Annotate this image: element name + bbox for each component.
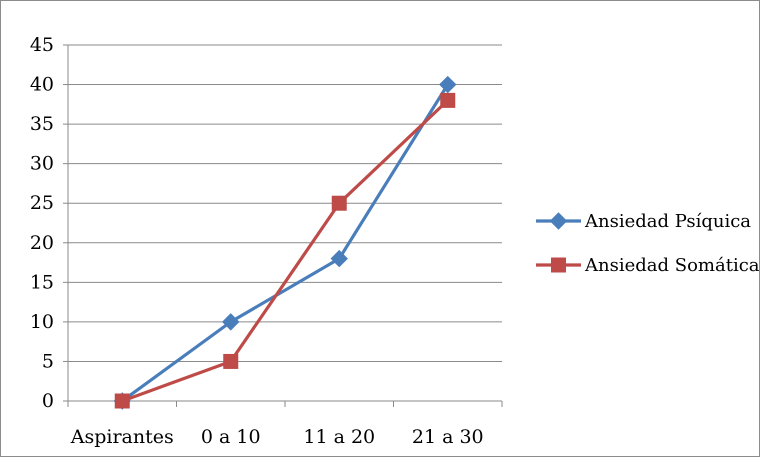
series-group <box>113 75 457 410</box>
y-tick-label: 35 <box>30 113 54 135</box>
axes <box>63 44 503 407</box>
y-tick-label: 25 <box>30 192 54 214</box>
grid-lines <box>68 44 502 362</box>
series-2 <box>114 92 456 409</box>
legend: Ansiedad Psíquica Ansiedad Somática <box>536 211 760 276</box>
x-tick-label: Aspirantes <box>70 426 174 448</box>
y-tick-label: 30 <box>30 153 54 175</box>
y-tick-label: 45 <box>30 34 54 56</box>
data-point <box>439 75 457 94</box>
y-tick-label: 40 <box>30 74 54 96</box>
data-point <box>330 249 348 268</box>
x-tick-label: 0 a 10 <box>201 426 261 448</box>
y-tick-label: 5 <box>42 350 54 372</box>
data-point <box>223 353 239 369</box>
data-point <box>440 92 456 108</box>
legend-label: Ansiedad Somática <box>584 255 760 276</box>
legend-item: Ansiedad Somática <box>536 255 760 276</box>
legend-marker <box>551 257 566 273</box>
y-tick-label: 20 <box>30 232 54 254</box>
y-tick-label: 10 <box>30 311 54 333</box>
x-axis-tick-labels: Aspirantes 0 a 10 11 a 20 21 a 30 <box>70 426 484 448</box>
series-line <box>121 83 450 403</box>
data-point <box>331 195 347 211</box>
data-point <box>114 393 130 409</box>
data-point <box>222 313 240 331</box>
y-tick-label: 15 <box>30 271 54 293</box>
x-tick-label: 11 a 20 <box>303 426 375 448</box>
x-tick-label: 21 a 30 <box>412 426 484 448</box>
series-line <box>121 99 449 403</box>
legend-item: Ansiedad Psíquica <box>536 211 751 232</box>
legend-label: Ansiedad Psíquica <box>584 211 751 232</box>
y-axis-tick-labels: 0 5 10 15 20 25 30 35 40 45 <box>30 34 54 412</box>
legend-marker <box>549 212 568 230</box>
y-tick-label: 0 <box>42 390 54 412</box>
